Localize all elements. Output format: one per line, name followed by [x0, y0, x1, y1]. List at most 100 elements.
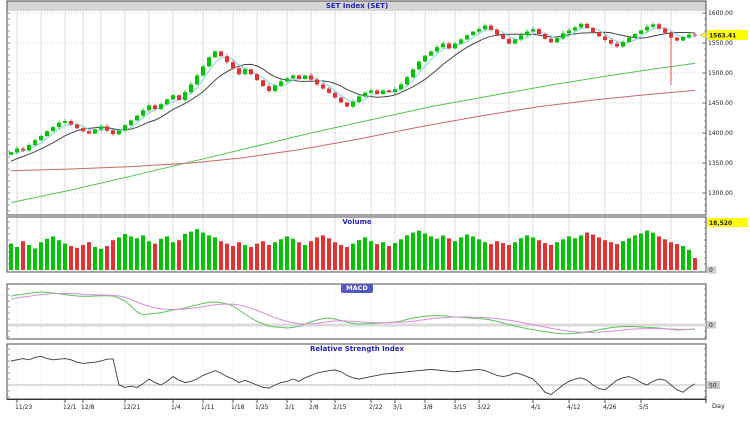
volume-bar	[489, 244, 493, 270]
candle-body	[309, 75, 313, 80]
panel-frame	[6, 343, 707, 400]
volume-bar	[297, 242, 301, 270]
candle-body	[669, 32, 673, 38]
volume-bar	[177, 240, 181, 270]
volume-zero-badge	[707, 266, 716, 274]
candle-body	[417, 61, 421, 70]
volume-bar	[555, 242, 559, 270]
candle-body	[537, 29, 541, 34]
last-price-badge-text: 1563.41	[709, 32, 736, 39]
volume-bar	[309, 241, 313, 270]
candle-body	[393, 89, 397, 93]
volume-bar	[393, 243, 397, 270]
candle-body	[687, 34, 691, 37]
date-label: 5/5	[639, 404, 649, 411]
minor-ticks	[8, 12, 706, 398]
candle-body	[69, 121, 73, 125]
candle-body	[429, 51, 433, 56]
candle-body	[555, 38, 559, 43]
candle-body	[531, 29, 535, 32]
candle-body	[345, 102, 349, 107]
candle-body	[513, 39, 517, 44]
volume-bar	[693, 258, 697, 270]
candle-body	[477, 29, 481, 32]
volume-bar	[141, 235, 145, 270]
date-label: 11/23	[15, 404, 32, 411]
volume-bar	[195, 229, 199, 270]
candle-body	[567, 30, 571, 34]
candle-body	[525, 31, 529, 36]
date-label: 2/15	[333, 404, 347, 411]
volume-bar	[27, 245, 31, 270]
candle-body	[447, 43, 451, 49]
candle-body	[21, 148, 25, 151]
macd-panel-title[interactable]: MACD	[341, 284, 373, 293]
candle-body	[189, 84, 193, 93]
volume-bar	[57, 240, 61, 270]
volume-bar	[93, 247, 97, 270]
candle-body	[423, 55, 427, 62]
volume-bar	[213, 237, 217, 270]
date-label: 2/8	[309, 404, 319, 411]
volume-bar	[669, 242, 673, 270]
candle-body	[591, 28, 595, 33]
candle-body	[159, 104, 163, 109]
candle-body	[363, 92, 367, 97]
date-axis: 11/23 12/1 12/8 12/21 1/4 1/11 1/18 1/25 2/1 2/8 2…	[7, 395, 707, 411]
candle-body	[105, 126, 109, 131]
volume-bar	[399, 239, 403, 270]
volume-bar	[537, 240, 541, 270]
candle-body	[99, 126, 103, 130]
volume-bar	[651, 232, 655, 270]
candle-body	[585, 23, 589, 28]
volume-bar	[153, 243, 157, 270]
candle-body	[621, 41, 625, 47]
candle-body	[117, 130, 121, 135]
volume-bar	[231, 246, 235, 270]
volume-bar	[315, 237, 319, 270]
volume-bar	[561, 239, 565, 270]
price-title-band	[7, 1, 706, 11]
date-label: 1/18	[231, 404, 245, 411]
volume-bar	[255, 243, 259, 270]
volume-bar	[333, 242, 337, 270]
candle-body	[399, 84, 403, 90]
candle-body	[111, 130, 115, 135]
candle-body	[231, 62, 235, 69]
date-label: 4/26	[603, 404, 617, 411]
mid-ma-line	[10, 31, 696, 162]
volume-bar	[63, 243, 67, 270]
candle-body	[171, 95, 175, 100]
candle-body	[369, 90, 373, 93]
volume-bar	[507, 245, 511, 270]
candle-body	[459, 39, 463, 44]
candle-body	[45, 131, 49, 136]
macd-zero-band	[8, 323, 706, 327]
volume-bar	[99, 248, 103, 270]
volume-bar	[249, 247, 253, 270]
volume-bar	[663, 239, 667, 270]
volume-bar	[501, 243, 505, 270]
volume-bar	[567, 236, 571, 270]
candle-body	[561, 33, 565, 39]
candle-body	[639, 30, 643, 34]
price-axis-label: 1500.00	[708, 70, 733, 77]
date-label: 2/1	[285, 404, 295, 411]
candle-body	[573, 27, 577, 31]
candle-body	[351, 101, 355, 107]
macd-panel-title-row: MACD	[8, 284, 706, 293]
volume-bar	[117, 237, 121, 270]
candle-body	[441, 43, 445, 48]
price-axis-label: 1450.00	[708, 100, 733, 107]
volume-bar	[183, 234, 187, 270]
volume-bar	[549, 245, 553, 270]
volume-bar	[105, 246, 109, 270]
volume-bar	[15, 247, 19, 270]
candle-body	[87, 131, 91, 134]
candle-body	[33, 140, 37, 145]
last-price-badge	[707, 29, 748, 40]
candle-body	[285, 78, 289, 82]
volume-bar	[639, 233, 643, 270]
